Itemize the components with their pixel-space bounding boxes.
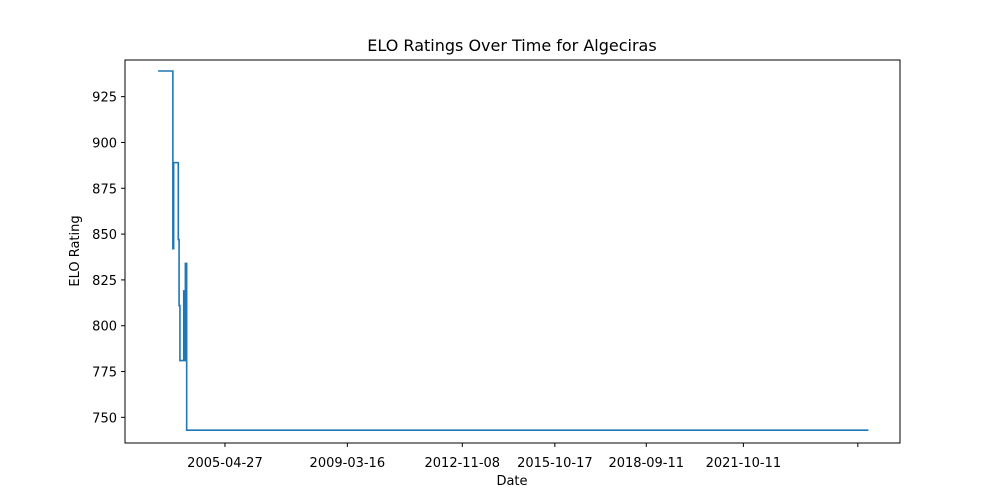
y-tick-label: 750 — [92, 411, 117, 426]
y-tick-label: 775 — [92, 366, 117, 381]
series-line-0 — [158, 70, 869, 431]
series-layer — [158, 70, 869, 431]
y-tick-label: 875 — [92, 182, 117, 197]
x-tick-label: 2015-10-17 — [517, 456, 593, 471]
y-tick-label: 825 — [92, 274, 117, 289]
x-tick-label: 2012-11-08 — [425, 456, 501, 471]
y-tick-label: 900 — [92, 136, 117, 151]
y-axis: 750 775 800 825 850 875 900 925 — [92, 91, 125, 426]
x-axis-label: Date — [496, 474, 527, 489]
x-axis: 2005-04-27 2009-03-16 2012-11-08 2015-10-17… — [187, 443, 859, 471]
x-tick-label: 2021-10-11 — [706, 456, 782, 471]
chart-title: ELO Ratings Over Time for Algeciras — [367, 36, 656, 55]
y-tick-label: 850 — [92, 228, 117, 243]
y-tick-label: 800 — [92, 320, 117, 335]
x-tick-label: 2018-09-11 — [608, 456, 684, 471]
y-tick-label: 925 — [92, 91, 117, 106]
x-tick-label: 2005-04-27 — [187, 456, 263, 471]
y-axis-label: ELO Rating — [68, 215, 83, 286]
plot-frame — [124, 59, 901, 444]
x-tick-label: 2009-03-16 — [310, 456, 386, 471]
